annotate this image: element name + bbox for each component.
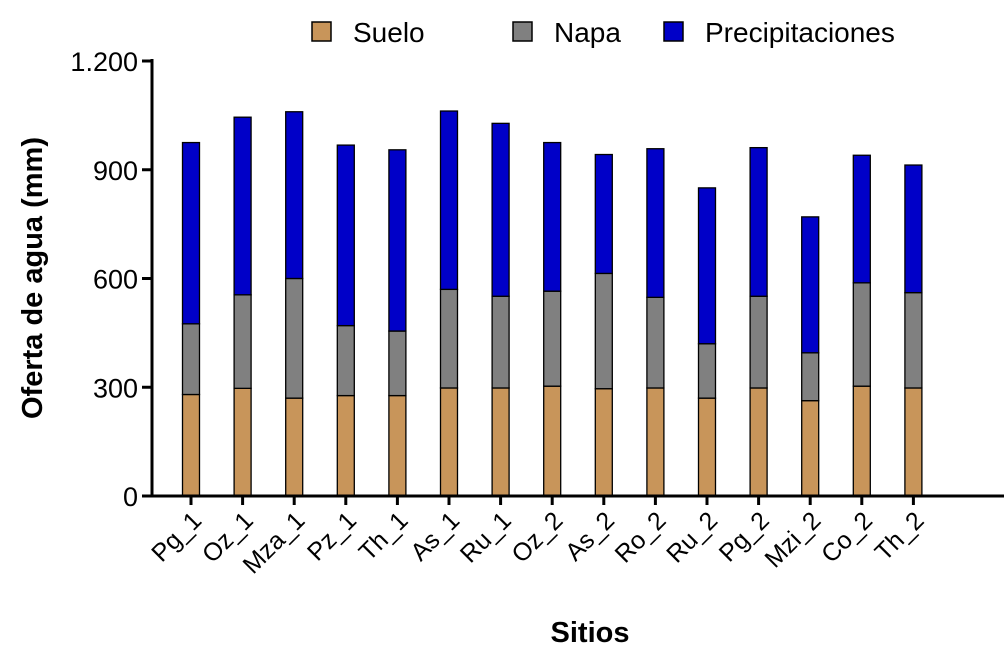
y-axis-title: Oferta de agua (mm) xyxy=(17,137,49,419)
x-tick-label: Pg_1 xyxy=(146,506,207,567)
bar-segment-napa-mza_1 xyxy=(285,277,304,399)
bar-segment-precipitaciones-pg_2 xyxy=(749,146,768,297)
legend-label-precipitaciones: Precipitaciones xyxy=(705,17,895,48)
bar-segment-suelo-oz_2 xyxy=(543,385,562,497)
x-tick-label: As_1 xyxy=(405,506,465,566)
y-tick-label: 300 xyxy=(93,373,138,403)
bar-segment-precipitaciones-oz_1 xyxy=(233,116,252,296)
x-tick-label: Mzi_2 xyxy=(759,506,826,573)
bar-segment-napa-pg_2 xyxy=(749,295,768,389)
x-tick-label: Pz_1 xyxy=(302,506,362,566)
bar-segment-suelo-ro_2 xyxy=(646,387,665,497)
y-tick-label: 1.200 xyxy=(70,47,138,77)
bar-segment-precipitaciones-mzi_2 xyxy=(801,216,820,354)
bar-segment-precipitaciones-pz_1 xyxy=(336,144,355,327)
x-tick-label: Ro_2 xyxy=(610,506,672,568)
legend-label-suelo: Suelo xyxy=(353,17,425,48)
bar-segment-suelo-pz_1 xyxy=(336,394,355,497)
bar-segment-precipitaciones-as_2 xyxy=(594,153,613,275)
bar-segment-suelo-co_2 xyxy=(852,385,871,497)
x-tick-label: Co_2 xyxy=(816,506,878,568)
x-tick-label: Th_1 xyxy=(354,506,414,566)
bar-segment-napa-mzi_2 xyxy=(801,352,820,402)
bar-segment-precipitaciones-oz_2 xyxy=(543,141,562,292)
bar-segment-napa-ro_2 xyxy=(646,296,665,389)
y-tick-label: 900 xyxy=(93,156,138,186)
legend-label-napa: Napa xyxy=(554,17,621,48)
bar-segment-precipitaciones-th_1 xyxy=(388,149,407,332)
bar-segment-napa-as_2 xyxy=(594,272,613,390)
bar-segment-precipitaciones-mza_1 xyxy=(285,111,304,280)
bar-segment-precipitaciones-pg_1 xyxy=(181,141,201,325)
bar-segment-napa-as_1 xyxy=(439,288,459,389)
legend: Suelo Napa Precipitaciones xyxy=(311,17,895,48)
bar-segment-suelo-ru_2 xyxy=(697,397,717,497)
bar-segment-suelo-oz_1 xyxy=(233,387,252,497)
bar-segment-suelo-ru_1 xyxy=(491,387,510,497)
bar-segment-napa-ru_2 xyxy=(697,343,717,399)
y-tick-label: 0 xyxy=(123,482,138,512)
legend-swatch-napa xyxy=(512,21,533,42)
bar-segment-suelo-mza_1 xyxy=(285,397,304,497)
bar-segment-precipitaciones-th_2 xyxy=(904,164,923,294)
bar-segment-suelo-pg_1 xyxy=(181,393,201,497)
x-tick-label: Ru_1 xyxy=(455,506,517,568)
bar-segment-napa-ru_1 xyxy=(491,295,510,389)
bar-segment-precipitaciones-co_2 xyxy=(852,154,871,284)
x-tick-label: Ru_2 xyxy=(661,506,723,568)
y-axis: 0 300 600 900 1.200 xyxy=(70,47,154,512)
y-tick-label: 600 xyxy=(93,265,138,295)
bar-segment-precipitaciones-ru_2 xyxy=(697,187,717,345)
x-tick-label: Th_2 xyxy=(870,506,930,566)
x-axis: Pg_1Oz_1Mza_1Pz_1Th_1As_1Ru_1Oz_2As_2Ro_… xyxy=(146,494,1004,579)
bar-segment-napa-pg_1 xyxy=(181,323,201,396)
bar-segment-suelo-as_2 xyxy=(594,388,613,497)
bar-segment-suelo-th_2 xyxy=(904,387,923,497)
bar-segment-suelo-th_1 xyxy=(388,394,407,497)
bar-segment-suelo-pg_2 xyxy=(749,387,768,497)
x-tick-label: As_2 xyxy=(560,506,620,566)
bar-segment-suelo-as_1 xyxy=(439,387,459,497)
bar-segment-precipitaciones-as_1 xyxy=(439,110,459,291)
bar-segment-napa-co_2 xyxy=(852,282,871,387)
bar-segment-napa-oz_1 xyxy=(233,294,252,389)
bars xyxy=(181,110,923,497)
bar-segment-napa-oz_2 xyxy=(543,290,562,387)
bar-segment-precipitaciones-ro_2 xyxy=(646,148,665,299)
bar-segment-napa-th_2 xyxy=(904,291,923,389)
x-axis-title: Sitios xyxy=(551,617,630,646)
legend-swatch-precipitaciones xyxy=(663,21,684,42)
bar-segment-suelo-mzi_2 xyxy=(801,400,820,497)
bar-segment-precipitaciones-ru_1 xyxy=(491,122,510,297)
legend-swatch-suelo xyxy=(311,21,332,42)
bar-segment-napa-pz_1 xyxy=(336,324,355,397)
bar-segment-napa-th_1 xyxy=(388,330,407,397)
x-tick-label: Oz_2 xyxy=(506,506,568,568)
